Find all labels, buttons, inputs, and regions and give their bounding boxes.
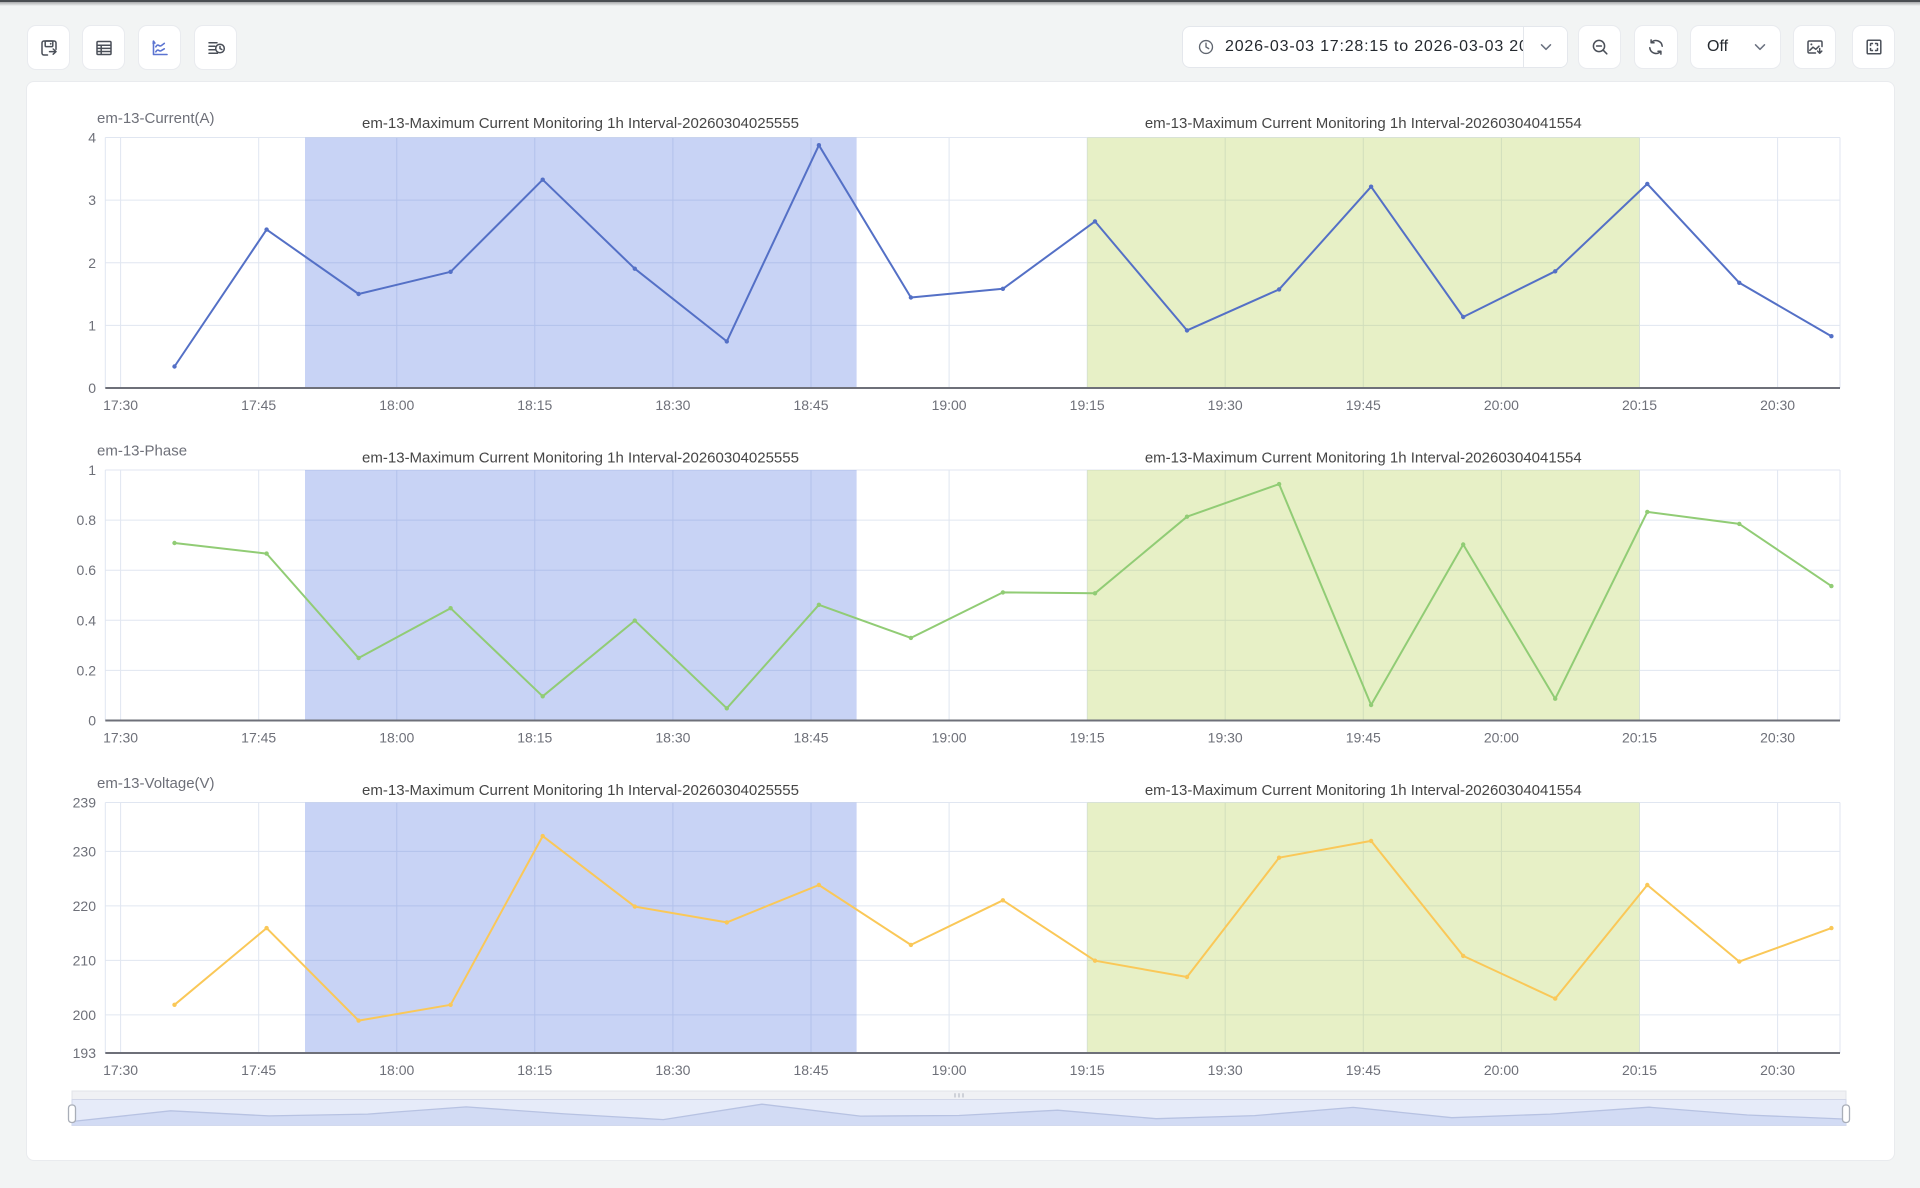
svg-text:18:30: 18:30: [655, 1062, 690, 1078]
svg-text:17:30: 17:30: [103, 1062, 138, 1078]
svg-text:1: 1: [88, 462, 96, 478]
svg-text:em-13-Maximum Current Monitori: em-13-Maximum Current Monitoring 1h Inte…: [1145, 782, 1582, 799]
svg-text:19:15: 19:15: [1070, 1062, 1105, 1078]
svg-text:0.6: 0.6: [77, 562, 97, 578]
svg-text:18:00: 18:00: [379, 730, 414, 746]
svg-text:em-13-Phase: em-13-Phase: [97, 443, 187, 460]
svg-text:19:00: 19:00: [932, 1062, 967, 1078]
svg-text:18:30: 18:30: [655, 397, 690, 413]
svg-text:19:15: 19:15: [1070, 397, 1105, 413]
svg-text:17:45: 17:45: [241, 730, 276, 746]
svg-text:em-13-Maximum Current Monitori: em-13-Maximum Current Monitoring 1h Inte…: [362, 782, 799, 799]
svg-text:2: 2: [88, 255, 96, 271]
svg-text:210: 210: [73, 952, 97, 968]
svg-text:193: 193: [73, 1045, 97, 1061]
svg-text:18:45: 18:45: [793, 730, 828, 746]
svg-text:20:15: 20:15: [1622, 397, 1657, 413]
svg-text:200: 200: [73, 1007, 97, 1023]
svg-text:230: 230: [73, 843, 97, 859]
svg-text:20:30: 20:30: [1760, 397, 1795, 413]
svg-text:239: 239: [73, 795, 97, 811]
svg-text:18:00: 18:00: [379, 1062, 414, 1078]
svg-text:20:30: 20:30: [1760, 1062, 1795, 1078]
svg-text:19:45: 19:45: [1346, 730, 1381, 746]
svg-text:0.2: 0.2: [77, 662, 97, 678]
svg-text:18:45: 18:45: [793, 397, 828, 413]
svg-text:19:15: 19:15: [1070, 730, 1105, 746]
svg-text:0: 0: [88, 713, 96, 729]
svg-text:220: 220: [73, 898, 97, 914]
svg-text:1: 1: [88, 317, 96, 333]
svg-text:0.8: 0.8: [77, 512, 97, 528]
svg-text:18:15: 18:15: [517, 1062, 552, 1078]
svg-text:20:00: 20:00: [1484, 730, 1519, 746]
svg-text:em-13-Maximum Current Monitori: em-13-Maximum Current Monitoring 1h Inte…: [1145, 450, 1582, 467]
svg-text:20:15: 20:15: [1622, 1062, 1657, 1078]
svg-text:em-13-Current(A): em-13-Current(A): [97, 110, 215, 127]
svg-text:19:00: 19:00: [932, 397, 967, 413]
svg-text:20:00: 20:00: [1484, 1062, 1519, 1078]
svg-text:0: 0: [88, 380, 96, 396]
svg-text:19:00: 19:00: [932, 730, 967, 746]
svg-text:0.4: 0.4: [77, 612, 97, 628]
svg-text:3: 3: [88, 192, 96, 208]
svg-text:18:15: 18:15: [517, 397, 552, 413]
svg-text:19:30: 19:30: [1208, 1062, 1243, 1078]
svg-text:19:45: 19:45: [1346, 397, 1381, 413]
svg-text:20:15: 20:15: [1622, 730, 1657, 746]
svg-text:17:45: 17:45: [241, 1062, 276, 1078]
svg-text:18:15: 18:15: [517, 730, 552, 746]
svg-text:17:45: 17:45: [241, 397, 276, 413]
svg-text:19:45: 19:45: [1346, 1062, 1381, 1078]
svg-text:20:30: 20:30: [1760, 730, 1795, 746]
svg-text:17:30: 17:30: [103, 397, 138, 413]
svg-text:20:00: 20:00: [1484, 397, 1519, 413]
svg-text:em-13-Maximum Current Monitori: em-13-Maximum Current Monitoring 1h Inte…: [362, 450, 799, 467]
svg-text:4: 4: [88, 130, 96, 146]
svg-text:19:30: 19:30: [1208, 397, 1243, 413]
svg-text:17:30: 17:30: [103, 730, 138, 746]
svg-text:18:45: 18:45: [793, 1062, 828, 1078]
svg-text:em-13-Maximum Current Monitori: em-13-Maximum Current Monitoring 1h Inte…: [362, 115, 799, 132]
svg-text:em-13-Voltage(V): em-13-Voltage(V): [97, 775, 215, 792]
svg-text:18:00: 18:00: [379, 397, 414, 413]
svg-text:18:30: 18:30: [655, 730, 690, 746]
svg-text:em-13-Maximum Current Monitori: em-13-Maximum Current Monitoring 1h Inte…: [1145, 115, 1582, 132]
svg-text:19:30: 19:30: [1208, 730, 1243, 746]
